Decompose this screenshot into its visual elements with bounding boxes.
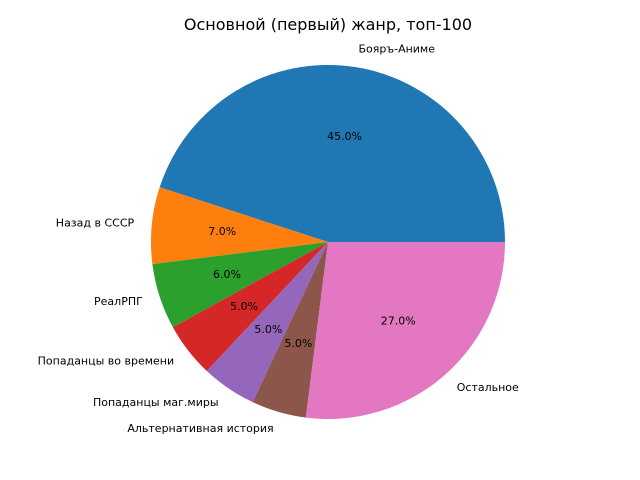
pie-slice (206, 242, 328, 403)
pie-slice (305, 242, 505, 420)
pie-percent-labels: 45.0%7.0%6.0%5.0%5.0%5.0%27.0% (208, 130, 415, 350)
slice-label: РеалРПГ (94, 295, 143, 308)
pie-slice (150, 187, 328, 265)
slice-label: Бояръ-Аниме (358, 43, 435, 56)
slice-percent-label: 6.0% (213, 268, 241, 281)
slice-label: Попаданцы маг.миры (93, 396, 219, 409)
slice-percent-label: 45.0% (327, 130, 362, 143)
chart-title: Основной (первый) жанр, топ-100 (184, 15, 472, 34)
pie-slices (150, 64, 505, 420)
slice-percent-label: 5.0% (254, 323, 282, 336)
slice-label: Остальное (457, 381, 519, 394)
pie-slice (159, 64, 505, 242)
slice-percent-label: 27.0% (381, 315, 416, 328)
slice-percent-label: 5.0% (284, 337, 312, 350)
pie-labels: Бояръ-Аниме Назад в СССР РеалРПГ Попаданцы … (38, 43, 519, 435)
slice-label: Попаданцы во времени (38, 354, 175, 367)
slice-label: Назад в СССР (56, 217, 135, 230)
slice-percent-label: 5.0% (230, 300, 258, 313)
pie-slice (252, 242, 328, 418)
slice-percent-label: 7.0% (208, 225, 236, 238)
pie-slice (152, 242, 328, 328)
slice-label: Альтернативная история (127, 422, 273, 435)
pie-slice (172, 242, 328, 372)
